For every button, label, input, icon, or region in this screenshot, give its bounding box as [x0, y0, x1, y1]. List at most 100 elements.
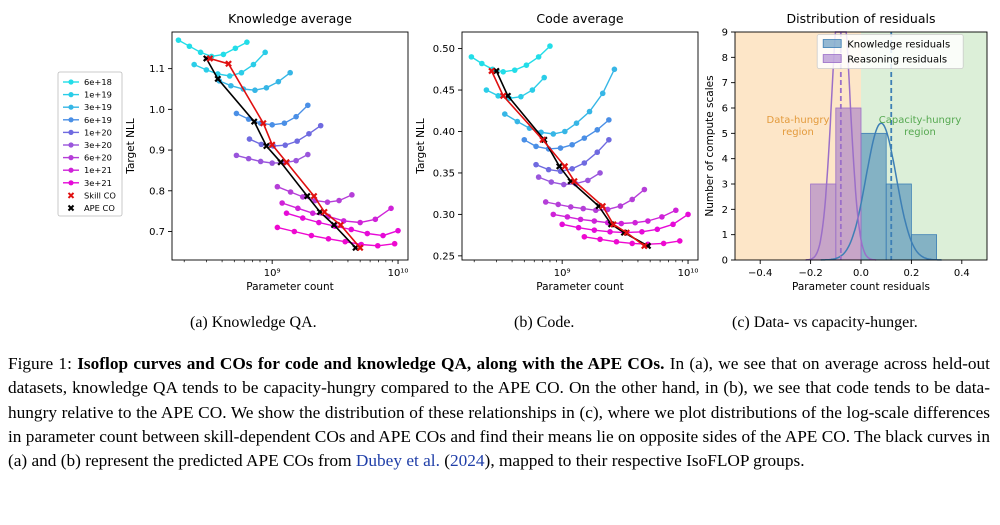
isoflop-point [594, 149, 601, 156]
isoflop-point [542, 199, 549, 205]
ape-co-marker [250, 118, 258, 125]
isoflop-point [567, 204, 574, 210]
isoflop-point [295, 205, 301, 212]
histogram-legend: Knowledge residuals Reasoning residuals [816, 34, 964, 69]
isoflop-point [535, 174, 542, 180]
isoflop-point [293, 157, 299, 164]
y-axis-label: Number of compute scales [704, 75, 716, 216]
isoflop-point [659, 214, 665, 220]
legend-marker [68, 180, 74, 186]
isoflop-point [581, 135, 588, 141]
skill-co-marker [259, 119, 267, 127]
x-axis-label: Parameter count [536, 281, 624, 293]
isoflop-point [541, 74, 548, 81]
isoflop-point [305, 151, 311, 158]
isoflop-point [246, 136, 253, 142]
isoflop-point [548, 179, 555, 185]
isoflop-line-3e+19 [504, 68, 616, 135]
histogram-bar [911, 234, 938, 261]
isoflop-point [660, 240, 667, 247]
legend-label: 1e+19 [84, 90, 112, 100]
y-tick-label: 0.40 [433, 127, 455, 138]
isoflop-point [533, 161, 539, 168]
isoflop-point [569, 141, 575, 148]
citation-author-link[interactable]: Dubey et al. [355, 451, 440, 471]
isoflop-point [569, 166, 575, 172]
skill-co-marker [561, 162, 569, 170]
legend-marker [68, 142, 74, 148]
caption-label: Figure 1: [8, 354, 72, 373]
isoflop-point [594, 127, 601, 133]
subcaption-c: (c) Data- vs capacity-hunger. [732, 314, 918, 331]
isoflop-point [613, 238, 620, 245]
isoflop-point [281, 120, 288, 126]
figure-caption: Figure 1: Isoflop curves and COs for cod… [8, 354, 990, 471]
region-label: Capacity-hungry [879, 115, 962, 126]
isoflop-point [175, 37, 182, 43]
y-axis-label: Target NLL [125, 118, 137, 175]
subcaption-b: (b) Code. [514, 314, 575, 331]
isoflop-point [324, 199, 331, 205]
isoflop-point [581, 233, 588, 240]
isoflop-point [250, 61, 257, 68]
legend-label: APE CO [84, 203, 115, 213]
isoflop-point [291, 228, 298, 235]
legend-label: 3e+20 [84, 140, 112, 150]
x-tick-label: 10¹⁰ [678, 268, 699, 279]
citation-year-link[interactable]: 2024 [449, 451, 485, 471]
isoflop-point [220, 51, 227, 58]
isoflop-point [501, 111, 508, 117]
legend-marker [67, 192, 75, 199]
legend-marker [68, 129, 74, 135]
x-tick-label: 10¹⁰ [388, 268, 409, 279]
y-tick-label: 6 [722, 104, 728, 115]
isoflop-point [308, 232, 315, 239]
isoflop-point [374, 242, 381, 249]
y-tick-label: 0.50 [433, 44, 455, 55]
legend-marker [68, 155, 74, 161]
isoflop-point [529, 87, 536, 93]
isoflop-point [670, 221, 676, 228]
isoflop-line-1e+19 [486, 77, 545, 100]
y-tick-label: 0.35 [433, 168, 455, 179]
isoflop-point [533, 143, 539, 150]
isoflop-point [269, 122, 275, 128]
ape-co-marker [555, 162, 563, 170]
y-tick-label: 0.30 [433, 210, 455, 221]
isoflop-point [523, 62, 530, 68]
skill-co-marker [623, 229, 630, 237]
isoflop-point [580, 205, 587, 212]
isoflop-point [336, 197, 342, 204]
isoflop-point [283, 210, 290, 216]
isoflop-point [632, 219, 638, 226]
isoflop-point [676, 238, 683, 244]
panel-1: Code average 0.25 0.30 0.35 0.40 0.45 0.50 10⁹ 1… [415, 11, 699, 293]
isoflop-point [560, 181, 567, 188]
chart-title: Knowledge average [228, 11, 352, 26]
region-label: Data-hungry [767, 115, 830, 126]
skill-co-marker [488, 67, 495, 75]
legend-label: 6e+18 [84, 77, 112, 87]
region-label: region [782, 127, 814, 138]
skill-co-marker [570, 177, 578, 185]
legend-marker [68, 104, 74, 110]
isoflop-point [575, 224, 582, 231]
isoflop-point [557, 145, 564, 151]
legend-marker [68, 117, 74, 123]
legend-box [816, 34, 964, 69]
x-tick-label: −0.2 [798, 268, 822, 279]
isoflop-point [349, 192, 355, 198]
y-tick-label: 5 [722, 129, 728, 140]
isoflop-point [305, 102, 311, 109]
isoflop-point [607, 229, 613, 235]
legend-marker [68, 79, 74, 85]
isoflop-point [654, 226, 661, 233]
legend-label: 3e+19 [84, 102, 112, 112]
isoflop-point [388, 205, 394, 212]
y-axis-label: Target NLL [415, 118, 427, 175]
isoflop-point [244, 39, 250, 45]
isoflop-point [555, 201, 562, 208]
isoflop-point [606, 117, 612, 123]
legend-swatch [822, 39, 842, 48]
isoflop-point [274, 224, 281, 231]
